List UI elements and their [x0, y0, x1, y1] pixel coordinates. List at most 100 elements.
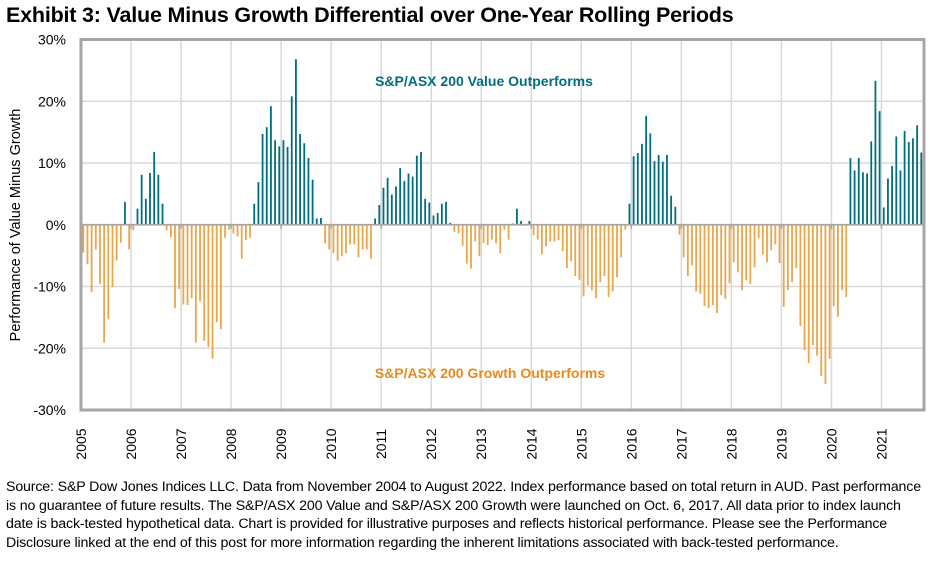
bar-growth-outperforms [115, 224, 118, 261]
bar-growth-outperforms [732, 224, 735, 263]
bar-growth-outperforms [545, 224, 547, 247]
bar-growth-outperforms [699, 224, 702, 294]
bar-value-outperforms [311, 179, 314, 225]
bar-growth-outperforms [595, 224, 597, 299]
x-tick-label: 2012 [423, 428, 439, 459]
bar-value-outperforms [270, 106, 272, 225]
bar-growth-outperforms [591, 224, 593, 291]
bar-value-outperforms [661, 161, 664, 225]
bar-value-outperforms [124, 201, 126, 225]
bar-value-outperforms [920, 152, 923, 225]
bar-growth-outperforms [820, 224, 823, 377]
bar-growth-outperforms [345, 224, 347, 254]
bar-value-outperforms [403, 180, 406, 225]
bar-growth-outperforms [86, 224, 89, 265]
bar-value-outperforms [653, 161, 656, 225]
bar-growth-outperforms [570, 224, 572, 262]
bar-growth-outperforms [232, 224, 235, 234]
bar-value-outperforms [382, 187, 385, 225]
bar-value-outperforms [866, 173, 868, 225]
bar-value-outperforms [261, 133, 264, 225]
bar-value-outperforms [407, 173, 410, 225]
bar-growth-outperforms [541, 224, 543, 255]
bar-growth-outperforms [332, 224, 335, 254]
chart-title: Exhibit 3: Value Minus Growth Differenti… [6, 3, 734, 27]
bar-growth-outperforms [766, 224, 768, 263]
bar-growth-outperforms [495, 224, 497, 244]
x-tick-label: 2015 [573, 428, 589, 459]
bar-value-outperforms [862, 172, 864, 225]
bar-growth-outperforms [490, 224, 493, 240]
x-tick-label: 2010 [323, 428, 339, 459]
bar-growth-outperforms [774, 224, 777, 245]
bar-value-outperforms [303, 143, 306, 225]
bar-growth-outperforms [224, 224, 226, 238]
bar-value-outperforms [432, 215, 435, 225]
bar-value-outperforms [390, 194, 393, 225]
bar-growth-outperforms [711, 224, 714, 306]
bar-value-outperforms [916, 125, 919, 225]
bar-value-outperforms [874, 80, 877, 225]
bar-growth-outperforms [507, 224, 510, 240]
bar-value-outperforms [666, 154, 668, 225]
bar-growth-outperforms [553, 224, 556, 242]
bar-growth-outperforms [832, 224, 835, 307]
bar-growth-outperforms [482, 224, 485, 244]
bar-value-outperforms [136, 208, 139, 225]
bar-growth-outperforms [757, 224, 760, 239]
bar-growth-outperforms [249, 224, 251, 238]
bar-growth-outperforms [724, 224, 727, 299]
bar-value-outperforms [520, 221, 522, 225]
bar-value-outperforms [853, 170, 856, 225]
bar-value-outperforms [420, 151, 422, 225]
bars [82, 59, 923, 385]
bar-value-outperforms [140, 174, 143, 225]
bar-growth-outperforms [211, 224, 214, 359]
bar-growth-outperforms [703, 224, 706, 307]
bar-value-outperforms [424, 198, 427, 225]
bar-value-outperforms [515, 208, 518, 225]
x-tick-label: 2019 [773, 428, 789, 459]
x-tick-label: 2017 [673, 428, 689, 459]
source-footnote: Source: S&P Dow Jones Indices LLC. Data … [6, 479, 921, 551]
bar-growth-outperforms [219, 224, 222, 330]
x-tick-label: 2014 [523, 428, 539, 459]
x-tick-label: 2018 [723, 428, 739, 459]
bar-growth-outperforms [199, 224, 201, 302]
bar-value-outperforms [878, 111, 881, 225]
bar-growth-outperforms [786, 224, 789, 291]
bar-value-outperforms [645, 116, 648, 225]
y-axis-label: Performance of Value Minus Growth [8, 109, 24, 342]
bar-growth-outperforms [536, 224, 539, 240]
bar-value-outperforms [278, 146, 281, 225]
bar-value-outperforms [857, 158, 860, 225]
bar-value-outperforms [395, 186, 397, 225]
bar-value-outperforms [657, 154, 660, 225]
bar-value-outperforms [153, 151, 156, 225]
annotation-growth-outperforms: S&P/ASX 200 Growth Outperforms [375, 365, 605, 381]
bar-growth-outperforms [215, 224, 218, 323]
bar-value-outperforms [282, 140, 285, 225]
bar-growth-outperforms [603, 224, 606, 276]
bar-growth-outperforms [841, 224, 843, 291]
bar-value-outperforms [528, 221, 531, 225]
bar-growth-outperforms [453, 224, 456, 233]
x-tick-label: 2005 [73, 428, 89, 459]
bar-growth-outperforms [682, 224, 685, 258]
bar-growth-outperforms [837, 224, 839, 317]
bar-growth-outperforms [749, 224, 752, 285]
bar-growth-outperforms [678, 224, 681, 235]
bar-value-outperforms [882, 207, 885, 225]
x-tick-label: 2007 [173, 428, 189, 459]
bar-growth-outperforms [778, 224, 781, 264]
bar-growth-outperforms [236, 224, 239, 237]
bar-value-outperforms [440, 203, 443, 225]
bar-growth-outperforms [94, 224, 97, 250]
bar-value-outperforms [149, 172, 151, 225]
bar-growth-outperforms [607, 224, 610, 297]
bar-value-outperforms [161, 203, 164, 225]
bar-growth-outperforms [457, 224, 460, 234]
bar-value-outperforms [307, 158, 310, 225]
bar-growth-outperforms [824, 224, 827, 385]
y-tick-label: 20% [38, 93, 66, 109]
